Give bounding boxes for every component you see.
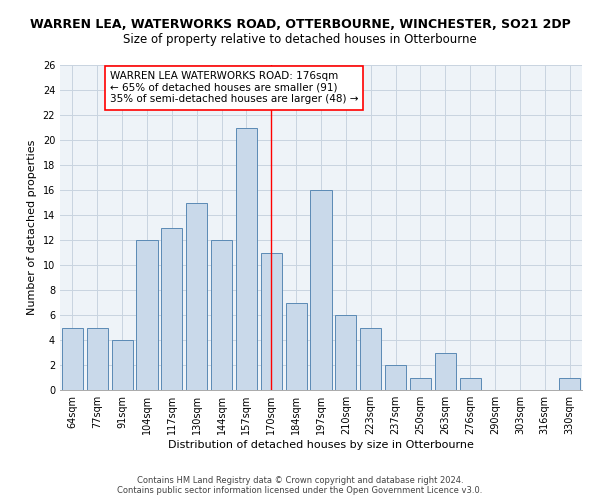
Bar [161,228,182,390]
Y-axis label: Number of detached properties: Number of detached properties [27,140,37,315]
Text: WARREN LEA WATERWORKS ROAD: 176sqm
← 65% of detached houses are smaller (91)
35%: WARREN LEA WATERWORKS ROAD: 176sqm ← 65%… [110,71,358,104]
Text: WARREN LEA, WATERWORKS ROAD, OTTERBOURNE, WINCHESTER, SO21 2DP: WARREN LEA, WATERWORKS ROAD, OTTERBOURNE… [29,18,571,30]
Bar [360,328,381,390]
Bar [410,378,431,390]
Bar [286,302,307,390]
Bar [559,378,580,390]
Bar [62,328,83,390]
Text: Size of property relative to detached houses in Otterbourne: Size of property relative to detached ho… [123,32,477,46]
Bar [112,340,133,390]
Bar [385,365,406,390]
Bar [211,240,232,390]
Bar [261,252,282,390]
Bar [136,240,158,390]
Bar [186,202,207,390]
X-axis label: Distribution of detached houses by size in Otterbourne: Distribution of detached houses by size … [168,440,474,450]
Text: Contains HM Land Registry data © Crown copyright and database right 2024.
Contai: Contains HM Land Registry data © Crown c… [118,476,482,495]
Bar [310,190,332,390]
Bar [460,378,481,390]
Bar [335,315,356,390]
Bar [236,128,257,390]
Bar [87,328,108,390]
Bar [435,352,456,390]
